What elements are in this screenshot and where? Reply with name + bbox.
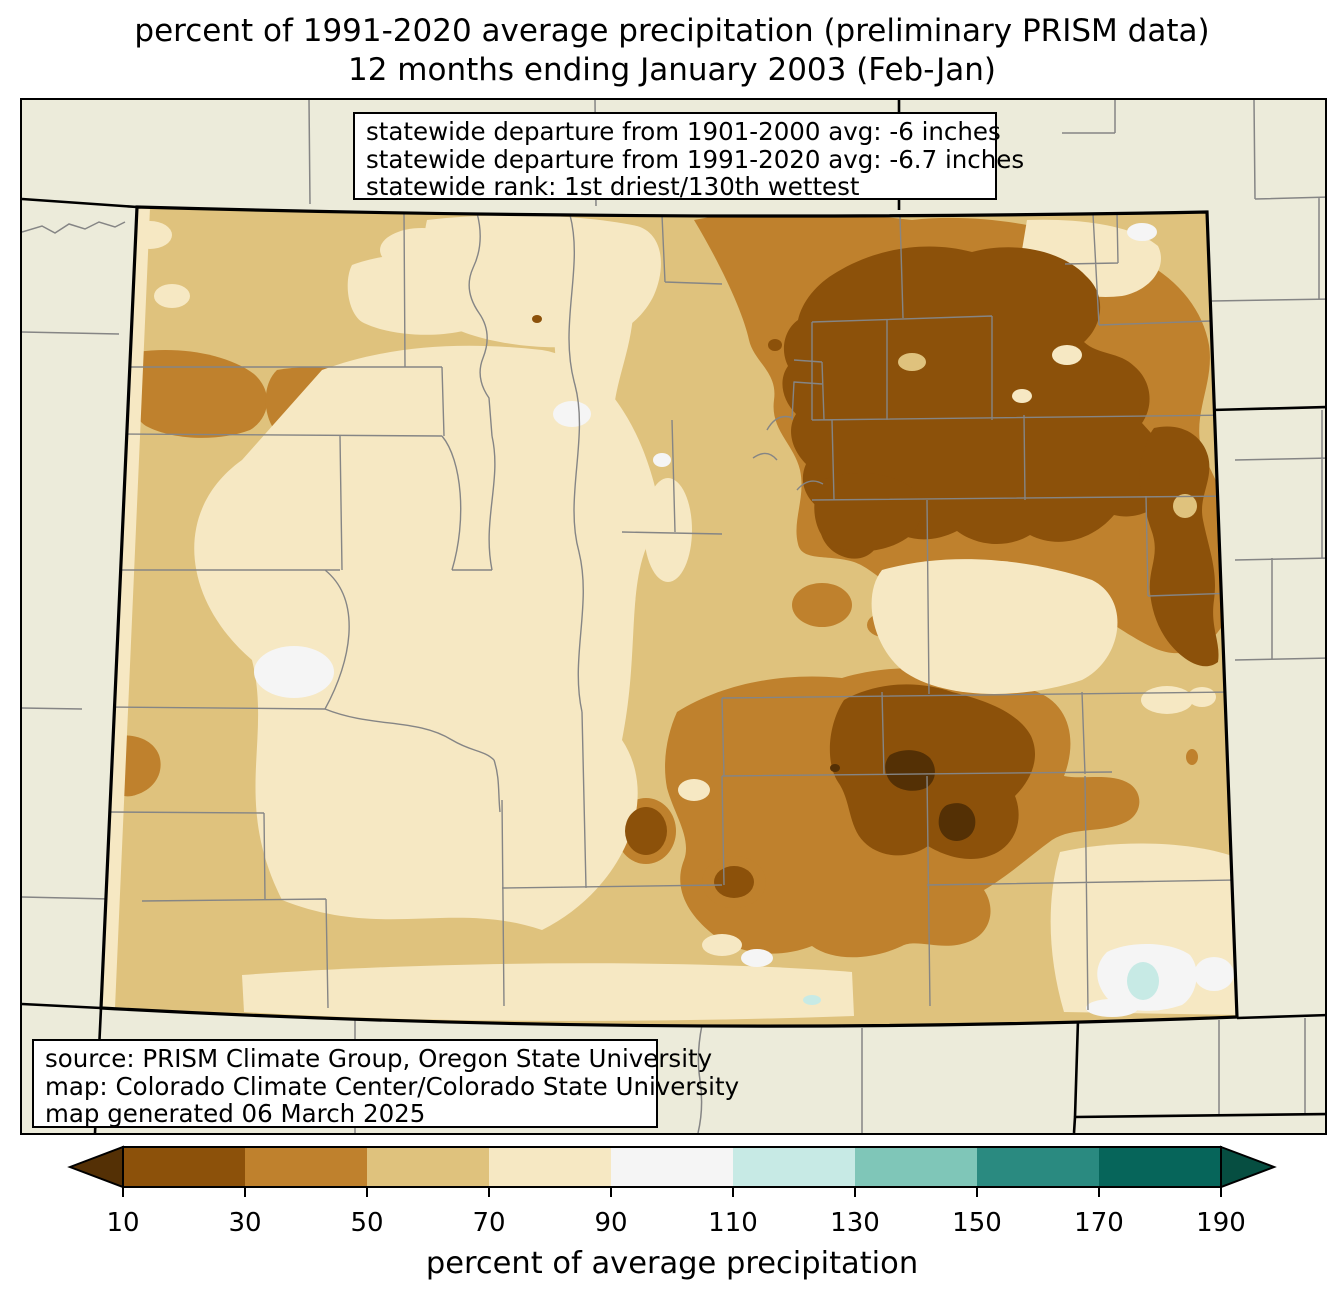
- colorbar-tick-label-110: 110: [708, 1208, 758, 1238]
- colorbar-under-arrow: [67, 1145, 124, 1189]
- colorbar-segment-90-110: [611, 1147, 733, 1187]
- source-line-1: source: PRISM Climate Group, Oregon Stat…: [45, 1044, 713, 1073]
- map-plot-area: [20, 98, 1327, 1135]
- source-line-3: map generated 06 March 2025: [45, 1099, 426, 1128]
- colorbar-tick-label-170: 170: [1074, 1208, 1124, 1238]
- title-line-2: 12 months ending January 2003 (Feb-Jan): [347, 52, 996, 88]
- colorbar-segment-110-130: [733, 1147, 855, 1187]
- colorbar-tick-label-90: 90: [594, 1208, 627, 1238]
- colorbar-over-arrow: [1220, 1145, 1277, 1189]
- regions-under-10: [830, 750, 976, 841]
- chart-title: percent of 1991-2020 average precipitati…: [0, 12, 1344, 90]
- stats-line-2: statewide departure from 1991-2020 avg: …: [366, 144, 1025, 174]
- colorbar-tick-label-190: 190: [1196, 1208, 1246, 1238]
- colorbar-tick-label-150: 150: [952, 1208, 1002, 1238]
- colorbar-tick-label-70: 70: [472, 1208, 505, 1238]
- colorbar-segment-50-70: [367, 1147, 489, 1187]
- colorbar-segment-30-50: [245, 1147, 367, 1187]
- colorbar-segment-10-30: [123, 1147, 245, 1187]
- stats-line-3: statewide rank: 1st driest/130th wettest: [366, 172, 860, 201]
- title-line-1: percent of 1991-2020 average precipitati…: [134, 13, 1210, 49]
- colorbar-segment-170-190: [1099, 1147, 1221, 1187]
- colorbar-tick-label-10: 10: [106, 1208, 139, 1238]
- colorbar-tick-label-30: 30: [228, 1208, 261, 1238]
- colorbar-tick-label-50: 50: [350, 1208, 383, 1238]
- source-attribution-box: source: PRISM Climate Group, Oregon Stat…: [32, 1039, 740, 1128]
- colorbar-segment-130-150: [855, 1147, 977, 1187]
- regions-70-90: [101, 207, 1237, 1021]
- colorado-county-lines: [106, 211, 1237, 1011]
- source-line-2: map: Colorado Climate Center/Colorado St…: [45, 1071, 740, 1101]
- pockets-in-dark: [898, 345, 1197, 518]
- stats-line-1: statewide departure from 1901-2000 avg: …: [366, 117, 1001, 146]
- colorbar-segment-70-90: [489, 1147, 611, 1187]
- colorbar-segment-150-170: [977, 1147, 1099, 1187]
- regions-10-30: [532, 246, 1219, 898]
- statewide-stats-box: statewide departure from 1901-2000 avg: …: [353, 112, 1025, 201]
- regions-110-130: [803, 962, 1159, 1005]
- colorado-state-border: [99, 205, 1239, 1028]
- colorbar-tick-label-130: 130: [830, 1208, 880, 1238]
- colorado-precipitation-map: [22, 100, 1325, 1133]
- colorbar-axis-label: percent of average precipitation: [426, 1246, 918, 1281]
- colorbar-outline: [122, 1146, 1222, 1188]
